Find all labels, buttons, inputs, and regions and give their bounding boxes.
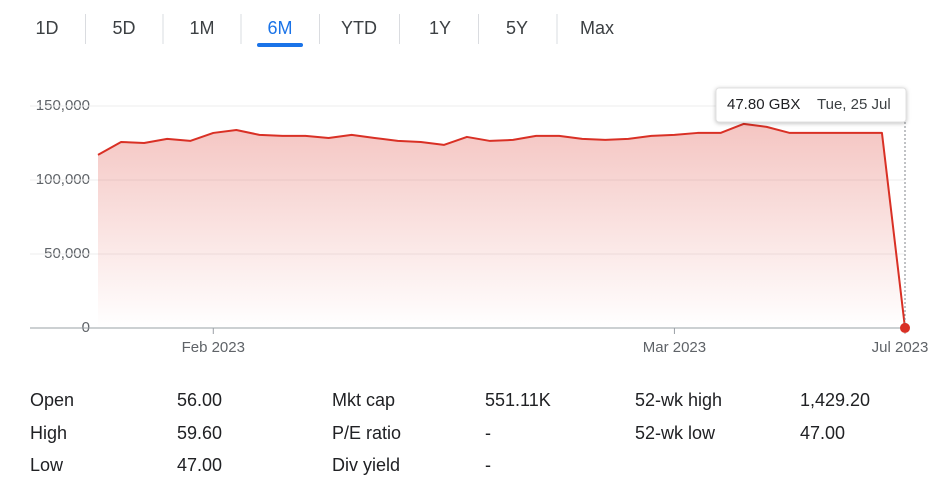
price-line	[97, 122, 906, 329]
x-tick-label: Feb 2023	[182, 339, 245, 356]
stat-label: P/E ratio	[332, 423, 401, 443]
x-tick-label: Mar 2023	[643, 339, 706, 356]
hover-dot	[900, 322, 910, 333]
tooltip-date: Tue, 25 Jul	[817, 96, 891, 113]
stat-label: Low	[30, 455, 64, 475]
x-tick-label: Jul 2023	[872, 339, 929, 356]
stat-value: -	[485, 423, 491, 443]
range-tab[interactable]: 6M	[267, 18, 292, 38]
y-tick-label: 0	[82, 319, 90, 336]
range-tab[interactable]: 1Y	[429, 18, 451, 38]
stat-label: Open	[30, 390, 74, 410]
tooltip-box	[715, 87, 907, 123]
range-tab[interactable]: 1M	[189, 18, 214, 38]
active-tab-underline	[257, 43, 303, 47]
stat-value: 1,429.20	[800, 390, 870, 410]
range-tab[interactable]: 5D	[112, 18, 135, 38]
range-tab[interactable]: YTD	[341, 18, 377, 38]
stat-value: 551.11K	[485, 390, 551, 410]
range-tab[interactable]: 1D	[35, 18, 58, 38]
y-tick-label: 50,000	[44, 245, 90, 262]
y-tick-label: 150,000	[36, 97, 90, 114]
range-tab[interactable]: 5Y	[506, 18, 528, 38]
stat-label: Div yield	[332, 455, 400, 475]
stat-value: 56.00	[177, 390, 222, 410]
y-tick-label: 100,000	[36, 171, 90, 188]
tooltip-price: 47.80 GBX	[727, 96, 800, 113]
stat-value: 59.60	[177, 423, 222, 443]
area-fill	[98, 123, 905, 329]
range-tab[interactable]: Max	[580, 18, 614, 38]
stat-value: 47.00	[800, 423, 845, 443]
stat-value: -	[485, 455, 491, 475]
stat-label: 52-wk high	[635, 390, 722, 410]
stat-label: High	[30, 423, 67, 443]
stat-value: 47.00	[177, 455, 222, 475]
stat-label: 52-wk low	[635, 423, 716, 443]
stat-label: Mkt cap	[332, 390, 395, 410]
